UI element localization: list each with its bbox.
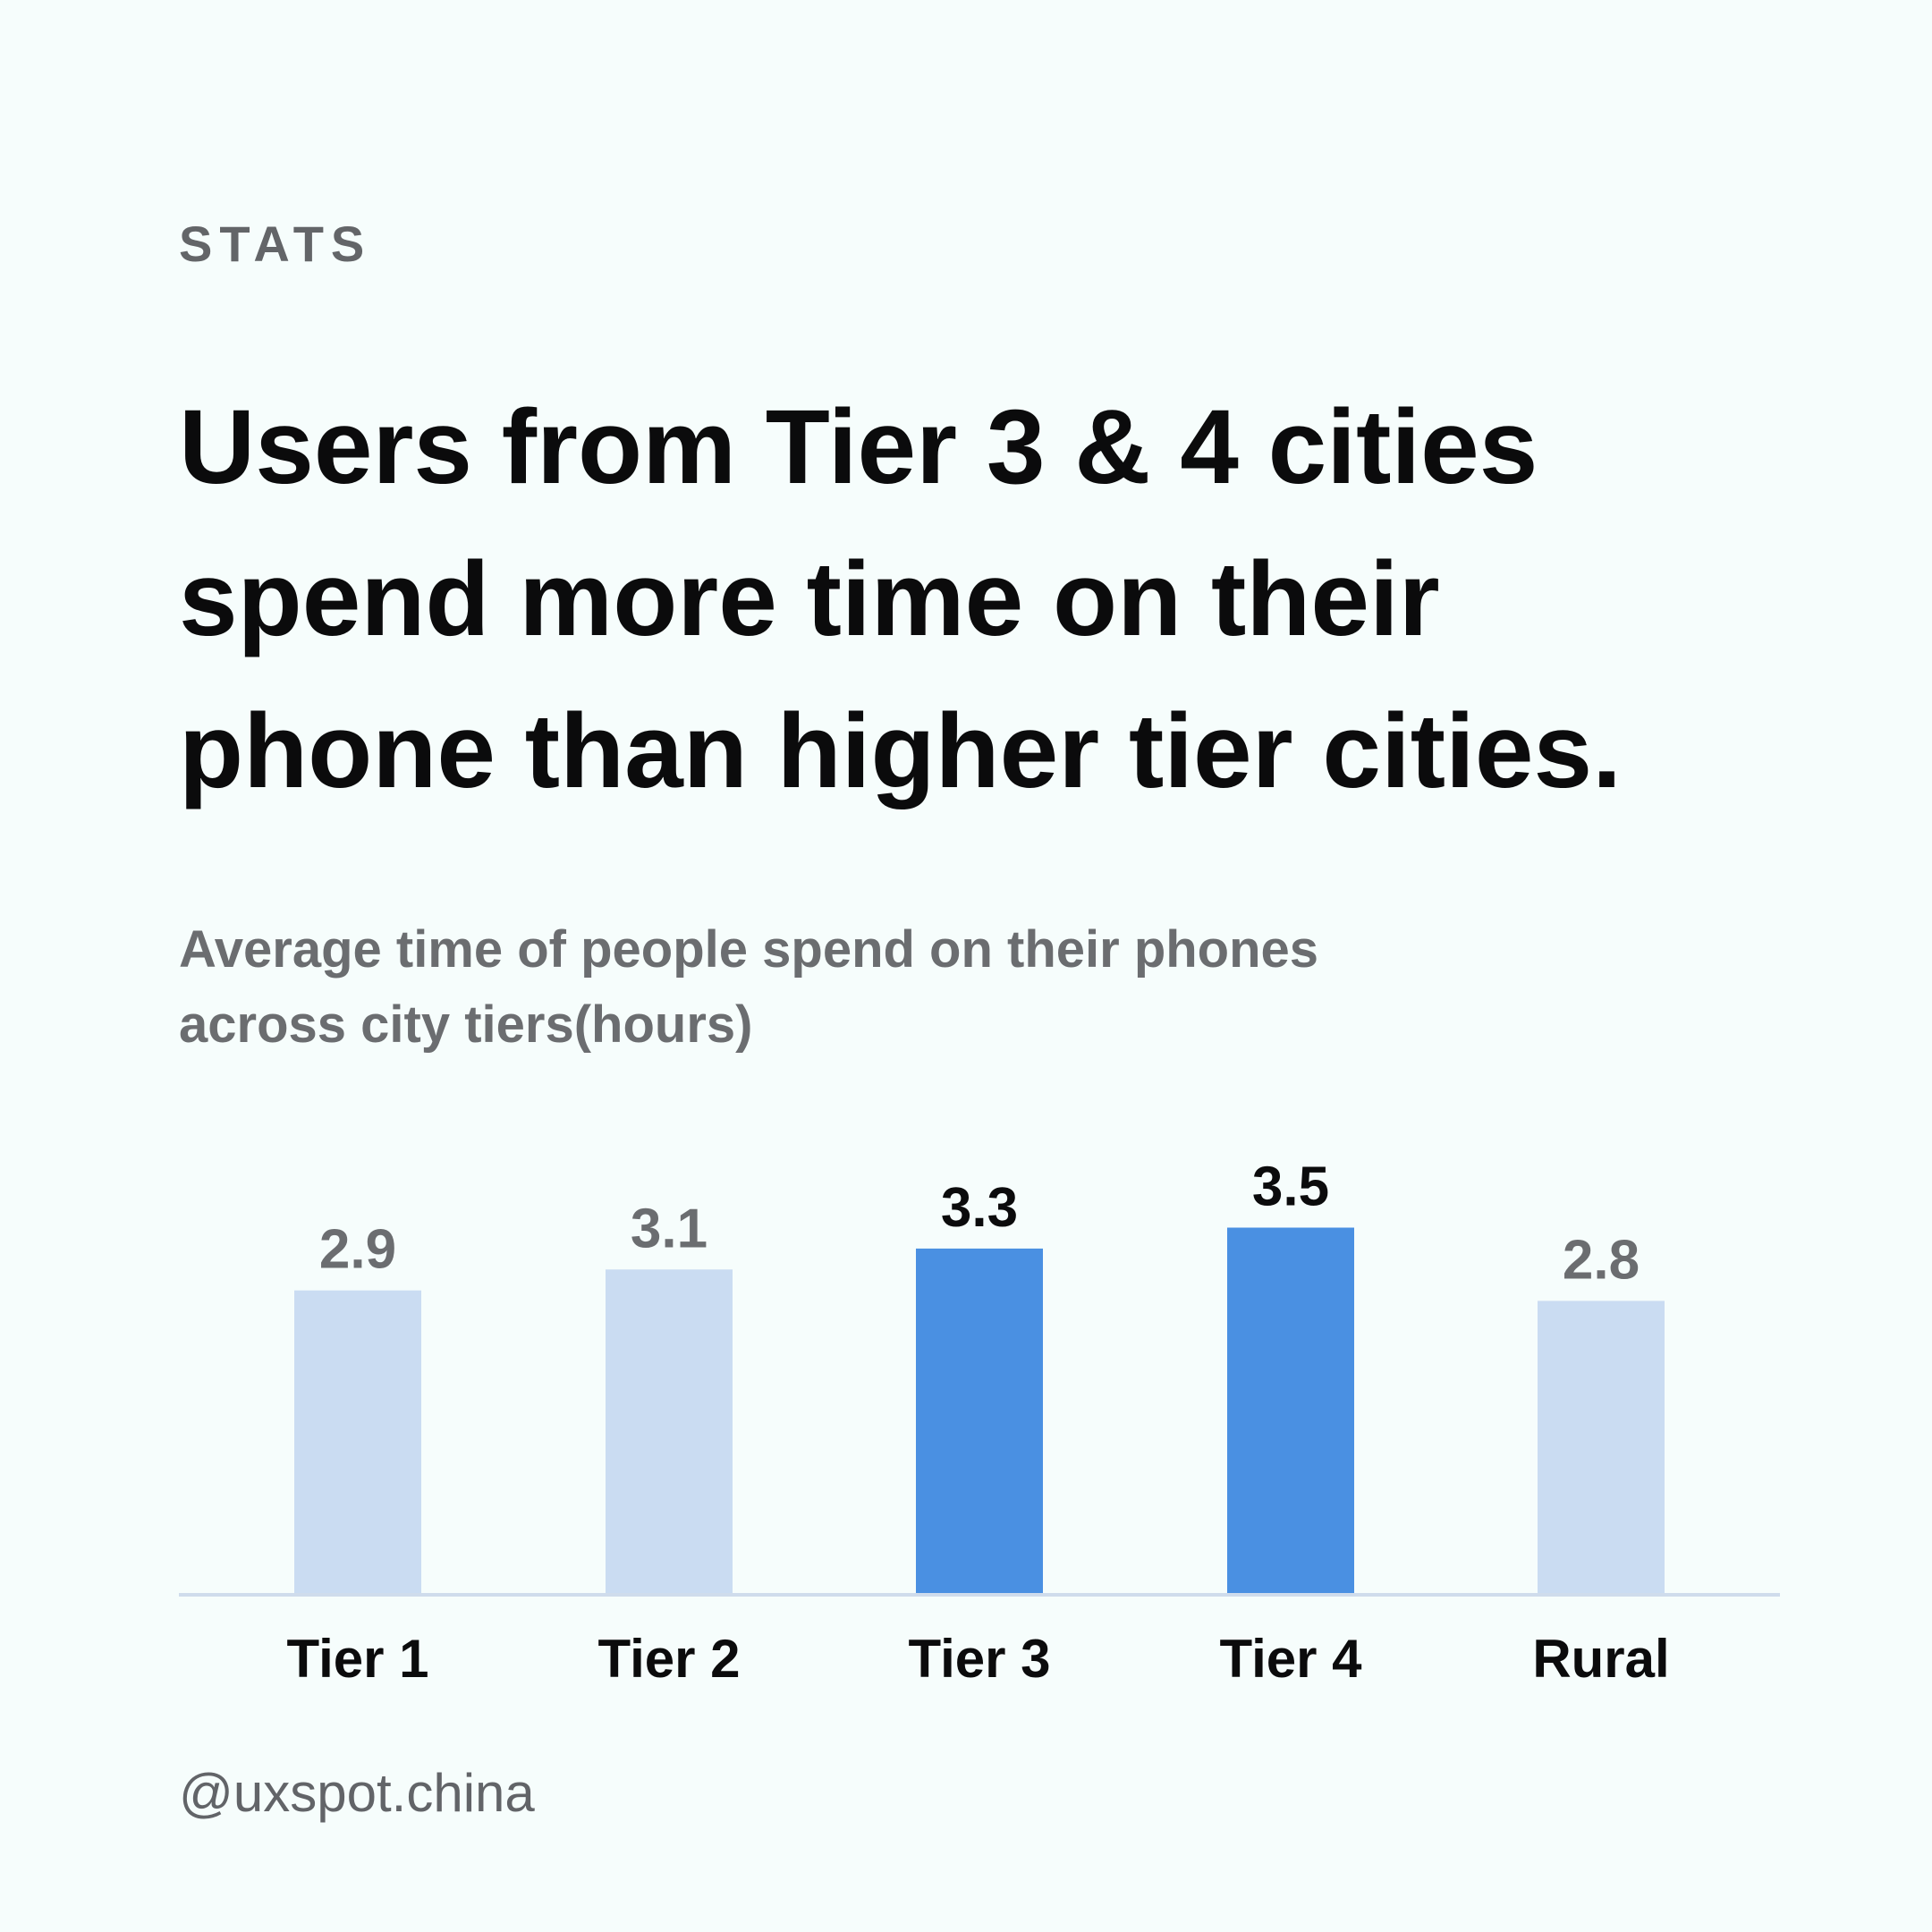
- bar-rural: [1538, 1301, 1665, 1594]
- bar-tier-3: [916, 1248, 1043, 1594]
- value-label: 3.3: [941, 1177, 1018, 1239]
- value-label: 2.9: [319, 1219, 396, 1281]
- bar-chart: 2.9 Tier 1 3.1 Tier 2 3.3 Tier 3 3.5 Tier 4 2.8 R…: [179, 1157, 1780, 1689]
- category-label: Tier 1: [287, 1629, 429, 1689]
- bar-tier-2: [606, 1269, 733, 1594]
- value-label: 3.5: [1252, 1157, 1329, 1218]
- bar-tier-4: [1227, 1227, 1354, 1594]
- stats-eyebrow: STATS: [179, 216, 372, 272]
- chart-title: Average time of people spend on their ph…: [179, 920, 1319, 1054]
- value-label: 3.1: [631, 1198, 708, 1259]
- category-label: Tier 4: [1220, 1629, 1363, 1689]
- credit-handle: @uxspot.china: [179, 1763, 535, 1823]
- category-label: Tier 3: [909, 1629, 1051, 1689]
- value-label: 2.8: [1563, 1229, 1640, 1291]
- category-label: Tier 2: [598, 1629, 741, 1689]
- category-label: Rural: [1532, 1629, 1669, 1689]
- bar-tier-1: [294, 1290, 421, 1594]
- headline: Users from Tier 3 & 4 cities spend more …: [179, 388, 1622, 810]
